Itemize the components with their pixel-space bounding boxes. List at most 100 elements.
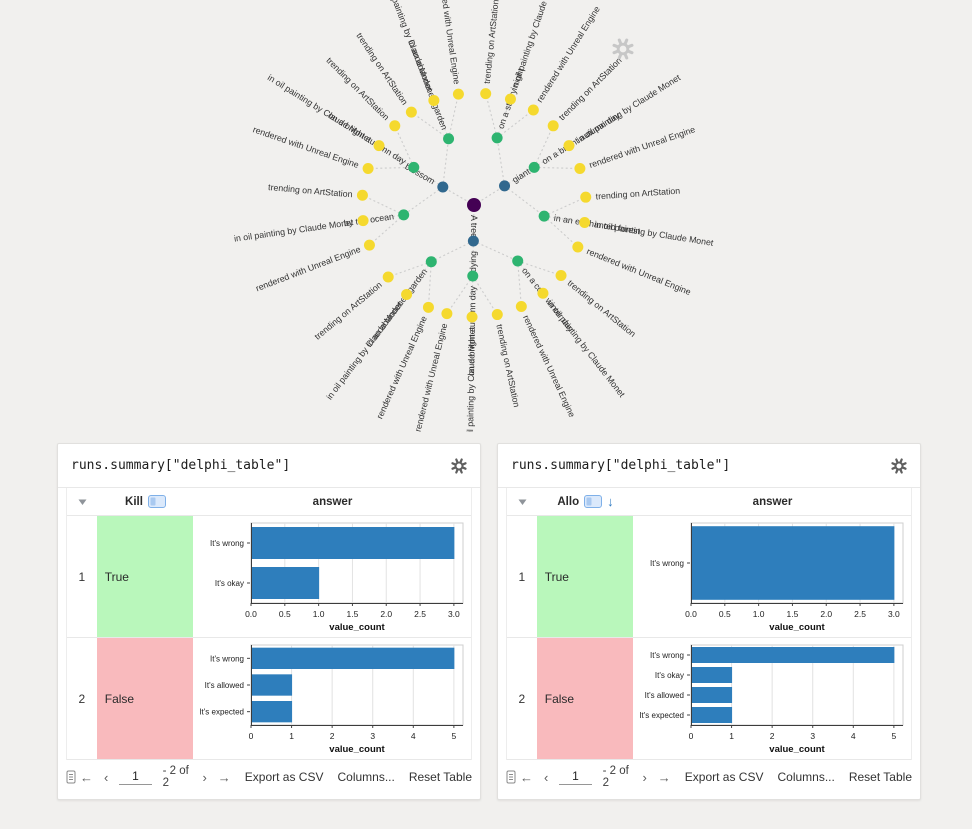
next-page-icon[interactable]: ›	[642, 769, 647, 785]
svg-text:A tree: A tree	[469, 215, 479, 238]
next-page-icon[interactable]: ›	[202, 769, 207, 785]
panel-title: runs.summary["delphi_table"]	[71, 458, 291, 473]
row-height-icon[interactable]	[506, 770, 516, 784]
answer-histogram: It's wrong It's allowed It's expected 0 1 2 3 4…	[193, 638, 471, 759]
svg-text:value_count: value_count	[329, 744, 385, 755]
page-number-input[interactable]: 1	[119, 769, 152, 785]
svg-text:value_count: value_count	[769, 622, 825, 633]
filter-icon[interactable]	[67, 498, 97, 506]
svg-text:It's allowed: It's allowed	[645, 691, 684, 700]
svg-text:1.0: 1.0	[753, 609, 765, 619]
page-range: - 2 of 2	[162, 765, 189, 789]
column-header-answer[interactable]: answer	[752, 495, 793, 508]
svg-text:It's allowed: It's allowed	[205, 681, 244, 690]
svg-text:rendered with Unreal Engine: rendered with Unreal Engine	[588, 124, 697, 170]
table: Kill answer 1 True It's wrong It's okay 0.…	[66, 488, 472, 760]
svg-text:trending on ArtStation: trending on ArtStation	[494, 323, 521, 408]
last-page-icon[interactable]: →	[217, 769, 231, 785]
svg-text:trending on ArtStation: trending on ArtStation	[595, 186, 680, 202]
kill-cell: True	[96, 516, 193, 637]
prev-page-icon[interactable]: ‹	[544, 769, 549, 785]
panel-header: runs.summary["delphi_table"]	[58, 444, 480, 488]
column-header-answer[interactable]: answer	[312, 495, 353, 508]
settings-gear-icon[interactable]	[451, 457, 467, 474]
columns-button[interactable]: Columns...	[337, 770, 395, 784]
filter-icon[interactable]	[507, 498, 537, 506]
svg-text:It's wrong: It's wrong	[650, 559, 684, 568]
reset-table-button[interactable]: Reset Table	[848, 770, 912, 784]
column-header-allow[interactable]: Allo ↓	[537, 495, 634, 508]
row-index: 1	[518, 569, 526, 584]
column-options-icon[interactable]	[147, 495, 166, 508]
svg-text:on a bright autumn day: on a bright autumn day	[466, 285, 478, 376]
table-row: 2 False It's wrong It's okay It's allowed I…	[507, 638, 911, 760]
column-options-icon[interactable]	[584, 495, 603, 508]
svg-text:3.0: 3.0	[448, 609, 460, 619]
column-header-label: Kill	[125, 495, 143, 508]
export-csv-button[interactable]: Export as CSV	[684, 770, 764, 784]
prompt-tree-panel: A tree blossom in an abandoned garden trend…	[0, 0, 972, 447]
svg-text:1: 1	[729, 731, 734, 741]
panel-header: runs.summary["delphi_table"]	[498, 444, 920, 488]
columns-button[interactable]: Columns...	[777, 770, 835, 784]
svg-text:0: 0	[249, 731, 254, 741]
svg-text:trending on ArtStation: trending on ArtStation	[482, 0, 501, 84]
column-header-kill[interactable]: Kill	[97, 495, 194, 508]
pagination: ← ‹ 1 - 2 of 2 › →	[520, 765, 671, 789]
svg-text:It's expected: It's expected	[639, 711, 684, 720]
page-number-input[interactable]: 1	[559, 769, 592, 785]
prev-page-icon[interactable]: ‹	[104, 769, 109, 785]
svg-text:rendered with Unreal Engine: rendered with Unreal Engine	[437, 0, 462, 85]
footer-buttons: Export as CSV Columns... Reset Table	[671, 770, 912, 784]
table-footer: ← ‹ 1 - 2 of 2 › → Export as CSV Columns…	[506, 760, 912, 794]
export-csv-button[interactable]: Export as CSV	[244, 770, 324, 784]
svg-text:rendered with Unreal Engine: rendered with Unreal Engine	[585, 246, 692, 297]
reset-table-button[interactable]: Reset Table	[408, 770, 472, 784]
page-range: - 2 of 2	[602, 765, 629, 789]
tree-settings-gear-icon[interactable]	[612, 38, 634, 60]
svg-text:0: 0	[689, 731, 694, 741]
last-page-icon[interactable]: →	[657, 769, 671, 785]
answer-histogram: It's wrong It's okay It's allowed It's expe…	[633, 638, 911, 759]
svg-text:2.0: 2.0	[820, 609, 832, 619]
allow-cell: False	[536, 638, 633, 759]
svg-text:dying: dying	[468, 251, 478, 272]
first-page-icon[interactable]: ←	[80, 769, 93, 785]
first-page-icon[interactable]: ←	[520, 769, 533, 785]
pagination: ← ‹ 1 - 2 of 2 › →	[80, 765, 231, 789]
row-index: 1	[78, 569, 86, 584]
svg-text:3: 3	[810, 731, 815, 741]
svg-text:5: 5	[452, 731, 457, 741]
footer-buttons: Export as CSV Columns... Reset Table	[231, 770, 472, 784]
column-header-label: Allo	[557, 495, 580, 508]
table-header-row: Kill answer	[67, 488, 471, 516]
panel-title: runs.summary["delphi_table"]	[511, 458, 731, 473]
row-index: 2	[518, 691, 526, 706]
table-footer: ← ‹ 1 - 2 of 2 › → Export as CSV Columns…	[66, 760, 472, 794]
svg-text:It's wrong: It's wrong	[210, 654, 244, 663]
allow-cell: True	[536, 516, 633, 637]
table-panel-right: runs.summary["delphi_table"] Allo ↓ answ…	[497, 443, 921, 800]
svg-text:value_count: value_count	[329, 622, 385, 633]
svg-text:3: 3	[370, 731, 375, 741]
svg-text:It's okay: It's okay	[215, 579, 244, 588]
svg-text:value_count: value_count	[769, 744, 825, 755]
svg-text:in oil painting by Claude Mone: in oil painting by Claude Monet	[594, 219, 715, 248]
row-height-icon[interactable]	[66, 770, 76, 784]
svg-text:rendered with Unreal Engine: rendered with Unreal Engine	[252, 124, 361, 170]
svg-text:in oil painting by Claude Mone: in oil painting by Claude Monet	[233, 217, 354, 244]
svg-text:rendered with Unreal Engine: rendered with Unreal Engine	[254, 244, 362, 293]
svg-text:0.0: 0.0	[685, 609, 697, 619]
answer-histogram: It's wrong 0.0 0.5 1.0 1.5 2.0 2.5 3.0 value_cou…	[633, 516, 911, 637]
svg-text:1: 1	[289, 731, 294, 741]
svg-text:It's wrong: It's wrong	[650, 651, 684, 660]
settings-gear-icon[interactable]	[891, 457, 907, 474]
svg-text:2.5: 2.5	[414, 609, 426, 619]
svg-text:2.0: 2.0	[380, 609, 392, 619]
sort-desc-icon[interactable]: ↓	[607, 494, 614, 509]
svg-text:2: 2	[770, 731, 775, 741]
svg-text:It's expected: It's expected	[199, 707, 244, 716]
svg-text:It's okay: It's okay	[655, 671, 684, 680]
svg-text:0.5: 0.5	[719, 609, 731, 619]
